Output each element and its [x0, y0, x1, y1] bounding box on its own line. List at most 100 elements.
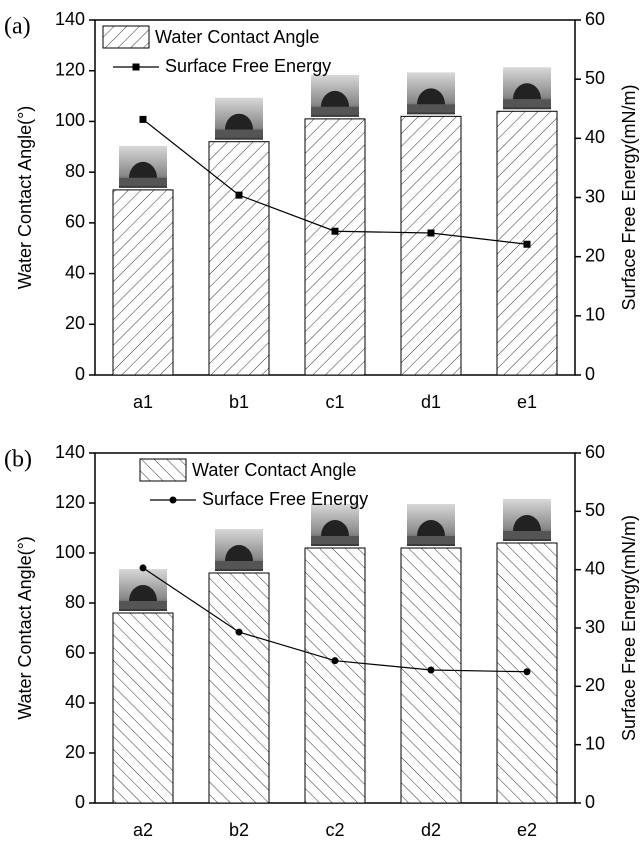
- panel-label: (b): [4, 447, 32, 473]
- y-tick-label: 0: [75, 364, 85, 384]
- legend-label: Water Contact Angle: [155, 27, 319, 47]
- substrate: [311, 536, 359, 544]
- droplet: [417, 88, 445, 105]
- x-tick-label: e1: [517, 392, 537, 412]
- x-tick-label: e2: [517, 820, 537, 840]
- droplet: [321, 90, 349, 107]
- droplet-photo: [407, 504, 455, 546]
- substrate: [503, 99, 551, 108]
- bar: [208, 572, 270, 804]
- legend-label: Water Contact Angle: [192, 460, 356, 480]
- substrate: [407, 104, 455, 113]
- y2-tick-label: 0: [585, 364, 595, 384]
- droplet-photo: [503, 67, 551, 110]
- y-tick-label: 60: [65, 212, 85, 232]
- y2-tick-label: 40: [585, 558, 605, 578]
- x-tick-label: a2: [133, 820, 153, 840]
- bar: [400, 115, 462, 376]
- y2-tick-label: 10: [585, 733, 605, 753]
- substrate: [407, 536, 455, 544]
- y2-axis-label: Surface Free Energy(mN/m): [619, 84, 639, 310]
- droplet-photo: [407, 72, 455, 115]
- y-tick-label: 40: [65, 692, 85, 712]
- line-marker: [427, 229, 435, 237]
- line-marker: [139, 564, 147, 572]
- y-tick-label: 20: [65, 742, 85, 762]
- line-marker: [235, 191, 243, 199]
- y-axis-label: Water Contact Angle(°): [15, 106, 35, 290]
- y-tick-label: 140: [55, 442, 85, 462]
- y2-axis-label: Surface Free Energy(mN/m): [619, 515, 639, 741]
- y2-tick-label: 60: [585, 9, 605, 29]
- droplet: [321, 520, 349, 536]
- x-tick-label: c2: [325, 820, 344, 840]
- y2-tick-label: 20: [585, 675, 605, 695]
- x-tick-label: c1: [325, 392, 344, 412]
- substrate: [311, 106, 359, 115]
- droplet: [225, 113, 253, 130]
- droplet: [513, 83, 541, 100]
- y-tick-label: 80: [65, 592, 85, 612]
- line-marker: [523, 240, 531, 248]
- y2-tick-label: 30: [585, 617, 605, 637]
- panel-label: (a): [4, 14, 31, 40]
- y2-tick-label: 10: [585, 305, 605, 325]
- x-tick-label: d2: [421, 820, 441, 840]
- line-marker: [139, 115, 147, 123]
- legend-label: Surface Free Energy: [165, 56, 331, 76]
- y2-tick-label: 0: [585, 792, 595, 812]
- bar: [304, 118, 366, 376]
- y-tick-label: 120: [55, 59, 85, 79]
- y-tick-label: 80: [65, 161, 85, 181]
- y2-tick-label: 60: [585, 442, 605, 462]
- substrate: [215, 561, 263, 569]
- line-marker: [331, 657, 339, 665]
- line-marker: [523, 668, 531, 676]
- y-tick-label: 20: [65, 313, 85, 333]
- y-axis-label: Water Contact Angle(°): [15, 536, 35, 720]
- y2-tick-label: 50: [585, 500, 605, 520]
- legend-swatch: [139, 458, 187, 482]
- y-tick-label: 100: [55, 110, 85, 130]
- y-tick-label: 60: [65, 642, 85, 662]
- y-tick-label: 0: [75, 792, 85, 812]
- bar: [112, 612, 174, 804]
- x-tick-label: a1: [133, 392, 153, 412]
- legend-label: Surface Free Energy: [202, 489, 368, 509]
- droplet: [225, 545, 253, 561]
- y2-tick-label: 20: [585, 245, 605, 265]
- legend-swatch: [102, 25, 150, 49]
- droplet-photo: [503, 499, 551, 541]
- y-tick-label: 140: [55, 9, 85, 29]
- droplet: [129, 161, 157, 178]
- x-tick-label: d1: [421, 392, 441, 412]
- droplet: [417, 520, 445, 536]
- legend-marker: [132, 63, 140, 71]
- droplet-photo: [311, 504, 359, 546]
- y2-tick-label: 40: [585, 127, 605, 147]
- droplet: [513, 515, 541, 531]
- substrate: [119, 601, 167, 609]
- y-tick-label: 120: [55, 492, 85, 512]
- droplet-photo: [215, 529, 263, 571]
- droplet-photo: [119, 145, 167, 188]
- y-tick-label: 100: [55, 542, 85, 562]
- y2-tick-label: 50: [585, 68, 605, 88]
- line-marker: [427, 666, 435, 674]
- x-tick-label: b1: [229, 392, 249, 412]
- droplet: [129, 585, 157, 601]
- line-marker: [235, 628, 243, 636]
- bar: [112, 189, 174, 376]
- droplet-photo: [119, 569, 167, 611]
- droplet-photo: [215, 97, 263, 140]
- legend-marker: [169, 496, 177, 504]
- substrate: [503, 531, 551, 539]
- bar: [208, 141, 270, 376]
- y2-tick-label: 30: [585, 186, 605, 206]
- bar: [400, 547, 462, 804]
- bar: [304, 547, 366, 804]
- droplet-photo: [311, 74, 359, 117]
- x-tick-label: b2: [229, 820, 249, 840]
- substrate: [215, 129, 263, 138]
